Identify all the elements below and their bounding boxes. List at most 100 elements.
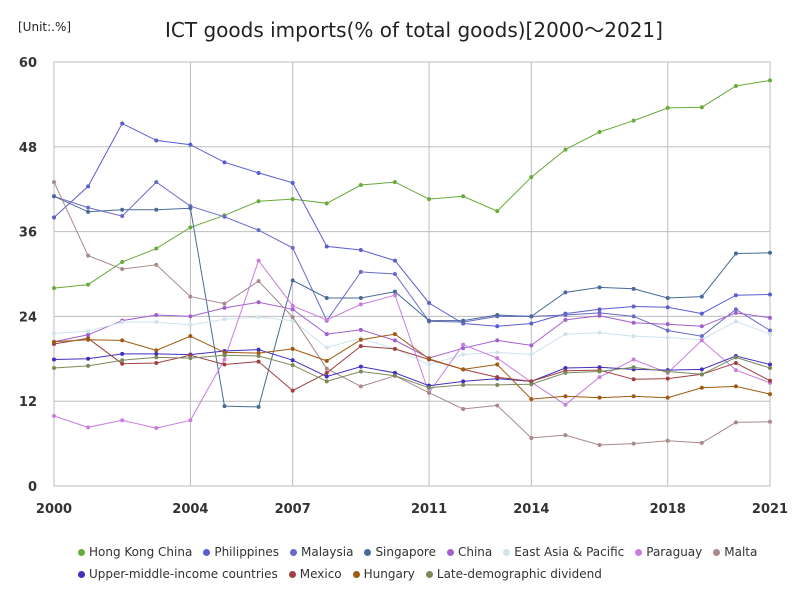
data-point xyxy=(52,286,56,291)
legend-item: Mexico xyxy=(288,563,342,585)
data-point xyxy=(597,375,602,380)
data-point xyxy=(631,365,636,370)
legend-item: Late-demographic dividend xyxy=(425,563,602,585)
data-point xyxy=(563,394,568,399)
data-point xyxy=(392,332,397,337)
data-point xyxy=(768,292,772,297)
data-point xyxy=(358,337,363,342)
data-point xyxy=(733,420,738,425)
data-point xyxy=(52,215,56,220)
data-point xyxy=(324,201,329,206)
data-point xyxy=(290,358,295,363)
data-point xyxy=(597,369,602,374)
data-point xyxy=(631,357,636,362)
data-point xyxy=(392,370,397,375)
data-point xyxy=(52,339,56,344)
data-point xyxy=(768,315,772,320)
data-point xyxy=(529,435,534,440)
data-point xyxy=(86,363,91,368)
series xyxy=(52,78,772,448)
data-point xyxy=(768,332,772,337)
data-point xyxy=(495,209,500,214)
data-point xyxy=(665,305,670,310)
data-point xyxy=(154,426,159,431)
data-point xyxy=(563,147,568,152)
legend-marker xyxy=(635,548,643,556)
series-line-10 xyxy=(53,333,771,400)
data-point xyxy=(86,184,91,189)
data-point xyxy=(495,338,500,343)
data-point xyxy=(665,438,670,443)
legend-label: Singapore xyxy=(375,545,436,559)
data-point xyxy=(563,290,568,295)
data-point xyxy=(120,214,125,219)
data-point xyxy=(563,317,568,322)
data-point xyxy=(256,404,261,409)
data-point xyxy=(529,175,534,180)
data-point xyxy=(768,362,772,367)
data-point xyxy=(699,334,704,339)
data-point xyxy=(256,347,261,352)
data-point xyxy=(290,180,295,185)
data-point xyxy=(222,353,227,358)
data-point xyxy=(495,382,500,387)
legend-label: Malaysia xyxy=(301,545,354,559)
unit-label: [Unit:.%] xyxy=(18,20,72,34)
data-point xyxy=(563,433,568,438)
data-point xyxy=(529,321,534,326)
data-point xyxy=(699,385,704,390)
data-point xyxy=(120,207,125,212)
data-point xyxy=(358,369,363,374)
y-tick-label: 24 xyxy=(19,310,37,325)
legend-label: Malta xyxy=(724,545,758,559)
legend-marker xyxy=(425,570,433,578)
series-line-3 xyxy=(53,195,771,408)
data-point xyxy=(665,369,670,374)
data-point xyxy=(461,406,466,411)
data-point xyxy=(86,253,91,258)
data-point xyxy=(597,310,602,315)
data-point xyxy=(631,286,636,291)
data-point xyxy=(358,302,363,307)
data-point xyxy=(290,363,295,368)
axes: 0 12 24 36 48 60 2000 2004 2007 2011 2014 2018 2021 xyxy=(19,56,788,517)
series-line-1 xyxy=(53,122,771,327)
data-point xyxy=(154,262,159,267)
data-point xyxy=(290,307,295,312)
data-point xyxy=(427,362,432,367)
legend-marker xyxy=(78,570,85,578)
data-point xyxy=(290,388,295,393)
data-point xyxy=(52,365,56,370)
data-point xyxy=(154,320,159,325)
data-point xyxy=(631,320,636,325)
data-point xyxy=(699,372,704,377)
data-point xyxy=(324,296,329,301)
data-point xyxy=(188,356,193,361)
data-point xyxy=(495,356,500,361)
data-point xyxy=(290,346,295,351)
data-point xyxy=(461,352,466,357)
data-point xyxy=(631,441,636,446)
data-point xyxy=(733,251,738,256)
data-point xyxy=(324,358,329,363)
data-point xyxy=(699,440,704,445)
data-point xyxy=(733,293,738,298)
legend-label: China xyxy=(457,545,493,559)
data-point xyxy=(597,395,602,400)
data-point xyxy=(52,194,56,199)
data-point xyxy=(120,121,125,126)
data-point xyxy=(699,105,704,110)
data-point xyxy=(86,356,91,361)
data-point xyxy=(222,404,227,409)
x-tick-label: 2018 xyxy=(650,502,686,517)
legend-label: Upper-middle-income countries xyxy=(89,567,278,581)
data-point xyxy=(52,414,56,419)
data-point xyxy=(733,310,738,315)
data-point xyxy=(699,324,704,329)
data-point xyxy=(86,337,91,342)
series-line-11 xyxy=(53,354,771,389)
data-point xyxy=(529,382,534,387)
data-point xyxy=(154,355,159,360)
data-point xyxy=(495,375,500,380)
